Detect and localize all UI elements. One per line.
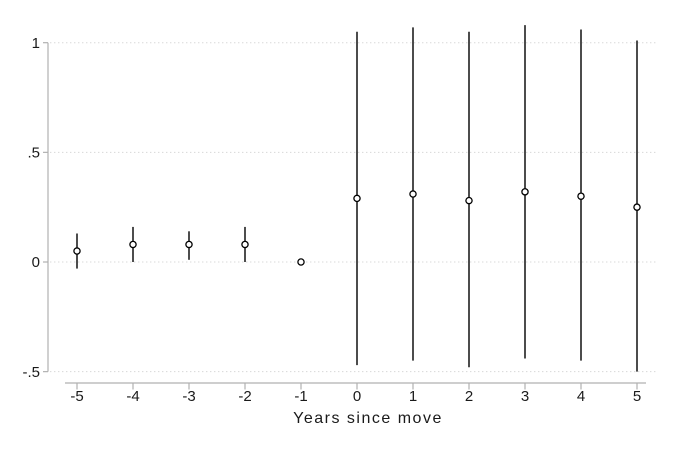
y-axis-tick-label: .5: [27, 145, 40, 162]
x-axis-tick-label: -5: [70, 388, 83, 405]
y-axis-tick-label: -.5: [22, 364, 40, 381]
point-marker: [633, 203, 641, 211]
point-marker: [465, 196, 473, 205]
point-marker: [73, 247, 81, 255]
point-marker: [185, 240, 193, 249]
x-axis-tick-label: 3: [521, 388, 529, 405]
x-axis-tick-label: 0: [353, 388, 361, 405]
point-marker: [521, 188, 529, 196]
x-axis-tick-label: -1: [294, 388, 307, 405]
point-marker: [353, 194, 361, 203]
y-axis-tick-label: 1: [32, 35, 40, 52]
x-axis-tick-label: 5: [633, 388, 641, 405]
point-marker: [129, 240, 137, 249]
point-marker: [297, 258, 305, 266]
point-marker: [577, 192, 585, 200]
x-axis-tick-label: -2: [238, 388, 251, 405]
x-axis-tick-label: -4: [126, 388, 139, 405]
x-axis-tick-label: 2: [465, 388, 473, 405]
point-marker: [409, 190, 417, 198]
y-axis-tick-label: 0: [32, 254, 40, 271]
x-axis-title: Years since move: [293, 410, 443, 427]
point-marker: [241, 240, 249, 249]
x-axis-tick-label: -3: [182, 388, 195, 405]
x-axis-tick-label: 1: [409, 388, 417, 405]
x-axis-tick-label: 4: [577, 388, 585, 405]
